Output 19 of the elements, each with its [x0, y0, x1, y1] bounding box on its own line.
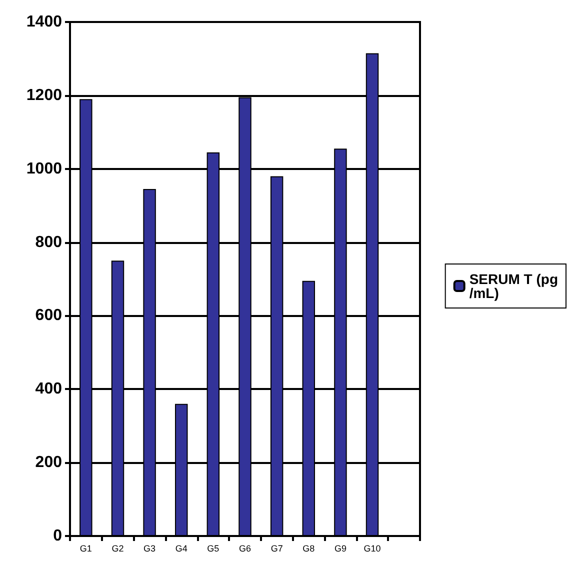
x-tick-label: G2: [112, 544, 124, 554]
y-tick-label: 800: [35, 234, 62, 251]
x-tick-label: G8: [302, 544, 315, 554]
x-tick-label: G6: [238, 544, 252, 554]
legend-label: SERUM T (pg/mL): [469, 271, 558, 301]
x-tick-label: G3: [144, 544, 156, 554]
y-tick-label: 400: [35, 380, 62, 398]
y-tick-label: 1000: [26, 160, 62, 178]
y-tick-label: 1200: [26, 86, 62, 104]
x-tick-label: G7: [270, 544, 283, 554]
x-tick-label: G5: [207, 544, 220, 554]
y-tick-label: 600: [35, 307, 62, 324]
x-tick-label: G10: [364, 544, 381, 554]
x-tick-label: G4: [175, 544, 188, 554]
x-tick-label: G1: [80, 544, 92, 554]
x-tick-label: G9: [334, 544, 346, 554]
y-tick-label: 200: [35, 454, 62, 472]
y-tick-label: 0: [53, 528, 62, 544]
y-tick-label: 1400: [26, 14, 62, 30]
